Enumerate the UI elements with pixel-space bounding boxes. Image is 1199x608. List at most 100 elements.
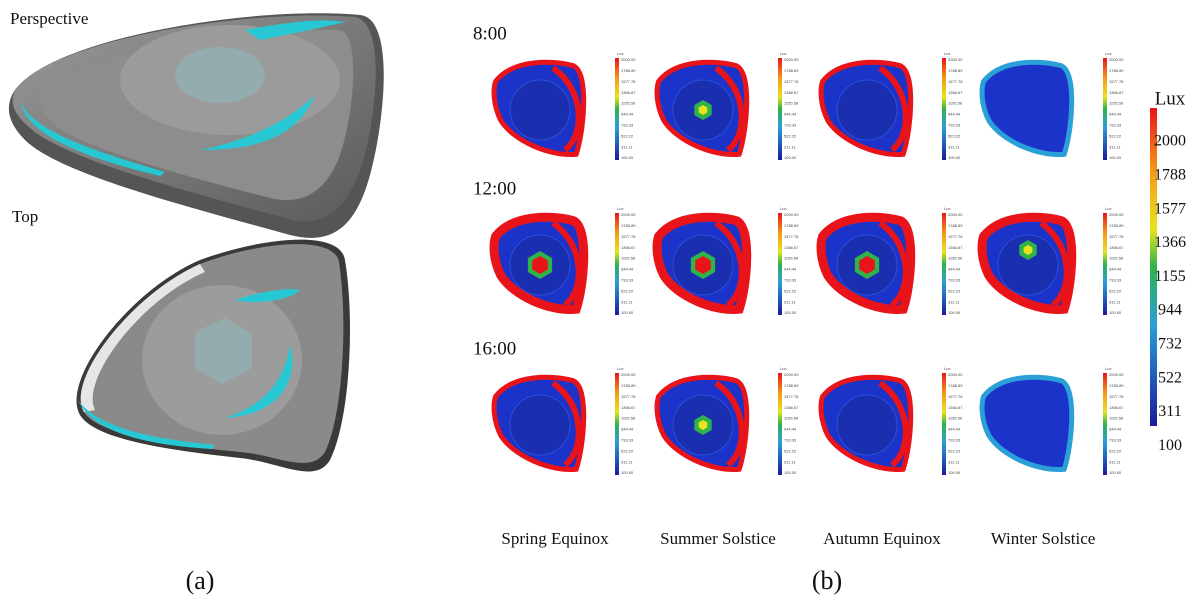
mini-legend-label: 1366.67 — [784, 90, 799, 95]
illuminance-map — [982, 217, 1072, 309]
mini-legend-label: 522.22 — [948, 133, 961, 138]
mini-legend-label: 522.22 — [621, 133, 634, 138]
mini-colorbar — [615, 373, 619, 475]
mini-legend-label: 311.11 — [621, 144, 633, 149]
mini-colorbar — [942, 213, 946, 315]
illuminance-map — [494, 62, 584, 154]
mini-legend-label: 944.44 — [784, 267, 797, 272]
illuminance-map — [982, 377, 1072, 469]
mini-legend-label: 1366.67 — [784, 405, 799, 410]
legend-label: 2000 — [1154, 133, 1186, 150]
mini-legend-label: 311.11 — [1109, 299, 1121, 304]
mini-legend-label: 1577.78 — [784, 79, 799, 84]
mini-legend-label: 2000.00 — [784, 212, 799, 217]
mini-legend-label: 311.11 — [1109, 144, 1121, 149]
mini-legend-title: Lux — [1105, 51, 1111, 56]
mini-legend-label: 1788.89 — [1109, 383, 1124, 388]
mini-legend-label: 1366.67 — [621, 245, 636, 250]
mini-legend-label: 100.00 — [621, 310, 634, 315]
legend-label: 732 — [1158, 335, 1182, 352]
map-shape — [982, 377, 1072, 469]
mini-legend-label: 311.11 — [784, 144, 796, 149]
mini-legend-label: 733.33 — [784, 437, 797, 442]
mini-legend-label: 2000.00 — [948, 372, 963, 377]
illuminance-map — [982, 62, 1072, 154]
mini-colorbar — [778, 373, 782, 475]
mini-legend-label: 733.33 — [1109, 437, 1122, 442]
mini-legend-label: 1788.89 — [948, 68, 963, 73]
mini-legend-label: 1155.56 — [784, 256, 799, 261]
mini-legend-label: 733.33 — [621, 122, 634, 127]
mini-legend-label: 733.33 — [621, 277, 634, 282]
mini-legend-label: 522.22 — [621, 448, 634, 453]
mini-legend-label: 944.44 — [784, 112, 797, 117]
mini-legend-label: 1366.67 — [948, 405, 963, 410]
mini-legend-label: 944.44 — [1109, 267, 1122, 272]
illuminance-map — [821, 377, 911, 469]
season-label: Autumn Equinox — [823, 529, 941, 548]
legend-label: 1366 — [1154, 234, 1186, 251]
season-label: Spring Equinox — [501, 529, 609, 548]
mini-legend-label: 944.44 — [948, 267, 961, 272]
mini-legend-label: 1577.78 — [621, 394, 636, 399]
mini-colorbar — [1103, 58, 1107, 160]
mini-legend-label: 311.11 — [621, 459, 633, 464]
shadow-disc — [837, 395, 897, 455]
illuminance-map — [657, 217, 747, 309]
mini-legend-label: 1155.56 — [784, 101, 799, 106]
mini-legend-label: 522.22 — [1109, 133, 1122, 138]
mini-legend-title: Lux — [780, 206, 786, 211]
mini-legend-label: 1577.78 — [1109, 394, 1124, 399]
mini-legend-label: 100.00 — [1109, 310, 1122, 315]
illuminance-map — [494, 217, 584, 309]
time-label: 12:00 — [473, 178, 516, 199]
mini-legend-label: 311.11 — [784, 299, 796, 304]
mini-legend-title: Lux — [780, 51, 786, 56]
mini-legend-label: 100.00 — [948, 470, 961, 475]
shadow-disc — [510, 80, 570, 140]
legend-label: 1155 — [1154, 268, 1185, 285]
time-label: 8:00 — [473, 23, 507, 44]
mini-legend-label: 733.33 — [1109, 122, 1122, 127]
mini-legend-label: 522.22 — [784, 448, 797, 453]
mini-legend-label: 1155.56 — [621, 416, 636, 421]
legend-label: 1577 — [1154, 200, 1186, 217]
mini-legend-title: Lux — [1105, 206, 1111, 211]
mini-legend-label: 1155.56 — [621, 256, 636, 261]
mini-legend-label: 1577.78 — [1109, 79, 1124, 84]
mini-legend-label: 100.00 — [621, 470, 634, 475]
mini-legend-label: 100.00 — [784, 155, 797, 160]
legend-label: 311 — [1158, 403, 1181, 420]
shadow-disc — [510, 395, 570, 455]
mini-legend-label: 1366.67 — [1109, 90, 1124, 95]
mini-legend-label: 311.11 — [1109, 459, 1121, 464]
mini-legend-title: Lux — [944, 206, 950, 211]
mini-legend-label: 100.00 — [948, 310, 961, 315]
mini-legend-title: Lux — [1105, 366, 1111, 371]
mini-legend-label: 944.44 — [621, 112, 634, 117]
mini-legend-label: 100.00 — [948, 155, 961, 160]
mini-legend-label: 1366.67 — [1109, 405, 1124, 410]
mini-legend-label: 2000.00 — [1109, 372, 1124, 377]
mini-legend-label: 1155.56 — [621, 101, 636, 106]
mini-legend-label: 1788.89 — [621, 383, 636, 388]
mini-colorbar — [942, 373, 946, 475]
mini-legend-label: 1577.78 — [948, 79, 963, 84]
season-label: Summer Solstice — [660, 529, 776, 548]
mini-legend-label: 2000.00 — [1109, 57, 1124, 62]
mini-legend-title: Lux — [780, 366, 786, 371]
top-label: Top — [12, 207, 38, 226]
mini-legend-title: Lux — [617, 51, 623, 56]
mini-legend-label: 2000.00 — [948, 57, 963, 62]
mini-colorbar — [1103, 373, 1107, 475]
legend-label: 100 — [1158, 437, 1182, 454]
mini-legend-label: 2000.00 — [1109, 212, 1124, 217]
mini-legend-label: 522.22 — [1109, 448, 1122, 453]
mini-legend-label: 944.44 — [784, 427, 797, 432]
mini-legend-label: 733.33 — [1109, 277, 1122, 282]
mini-legend-label: 1788.89 — [784, 383, 799, 388]
mini-legend-label: 1577.78 — [948, 234, 963, 239]
mini-legend-label: 944.44 — [948, 427, 961, 432]
season-label: Winter Solstice — [991, 529, 1096, 548]
mini-legend-label: 2000.00 — [784, 57, 799, 62]
